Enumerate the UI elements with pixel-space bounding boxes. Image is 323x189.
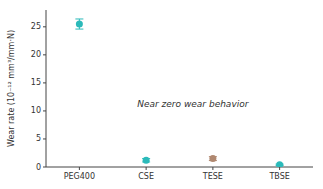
x-tick xyxy=(146,167,147,170)
x-tick-label: PEG400 xyxy=(64,172,95,181)
chart-container: 0 5 10 15 20 25 PEG400 CSE TESE TBSE Wear rate (10… xyxy=(0,0,323,189)
point xyxy=(276,161,283,167)
x-tick xyxy=(79,167,80,170)
y-tick-label: 20 xyxy=(31,50,41,59)
point xyxy=(76,21,83,28)
error-bar xyxy=(75,19,83,29)
annotation: Near zero wear behavior xyxy=(137,99,249,109)
y-axis-line xyxy=(46,10,47,167)
y-axis-label: Wear rate (10⁻¹² mm³/mm·N) xyxy=(7,30,16,147)
y-tick-label: 5 xyxy=(36,134,41,143)
x-tick xyxy=(279,167,280,170)
x-axis-line xyxy=(46,167,313,168)
point xyxy=(143,157,150,164)
point xyxy=(209,155,216,162)
y-tick-label: 0 xyxy=(36,163,41,172)
error-bar-cap xyxy=(75,18,83,19)
chart-svg: 0 5 10 15 20 25 PEG400 CSE TESE TBSE Wear rate (10… xyxy=(0,0,323,189)
y-tick xyxy=(43,138,46,139)
y-tick xyxy=(43,54,46,55)
y-tick-label: 25 xyxy=(31,22,41,31)
marks xyxy=(75,19,283,167)
x-tick-label: TBSE xyxy=(268,172,289,181)
y-tick xyxy=(43,26,46,27)
x-tick-label: CSE xyxy=(138,172,154,181)
y-tick-label: 15 xyxy=(31,78,41,87)
error-bar-cap xyxy=(75,29,83,30)
y-tick xyxy=(43,110,46,111)
x-tick xyxy=(212,167,213,170)
x-tick-label: TESE xyxy=(202,172,223,181)
y-tick xyxy=(43,82,46,83)
y-tick-label: 10 xyxy=(31,106,41,115)
y-tick xyxy=(43,167,46,168)
